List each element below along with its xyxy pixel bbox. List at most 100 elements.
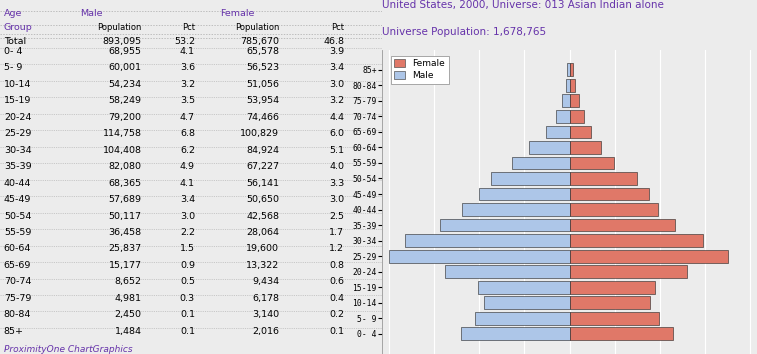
Text: 3.2: 3.2 (180, 80, 195, 89)
Text: 0.6: 0.6 (329, 278, 344, 286)
Bar (570, 281, 655, 293)
Bar (461, 327, 570, 340)
Bar (570, 156, 614, 169)
Text: 67,227: 67,227 (246, 162, 279, 171)
Bar (570, 110, 584, 123)
Text: 35-39: 35-39 (4, 162, 32, 171)
Text: 28,064: 28,064 (246, 228, 279, 237)
Text: 4.1: 4.1 (180, 178, 195, 188)
Bar (565, 79, 570, 92)
Bar (570, 203, 658, 216)
Text: 56,523: 56,523 (246, 63, 279, 72)
Text: 4.0: 4.0 (329, 162, 344, 171)
Text: 15-19: 15-19 (4, 96, 31, 105)
Text: 0.3: 0.3 (180, 294, 195, 303)
Text: 893,095: 893,095 (102, 37, 142, 46)
Text: Total: Total (4, 37, 26, 46)
Text: 114,758: 114,758 (102, 129, 142, 138)
Text: 53,954: 53,954 (246, 96, 279, 105)
Text: 0.1: 0.1 (329, 327, 344, 336)
Text: 0- 4: 0- 4 (4, 47, 22, 56)
Bar (570, 172, 637, 185)
Text: 15,177: 15,177 (108, 261, 142, 270)
Bar (570, 63, 573, 76)
Text: 8,652: 8,652 (114, 278, 142, 286)
Text: 2,016: 2,016 (252, 327, 279, 336)
Text: 13,322: 13,322 (246, 261, 279, 270)
Bar (484, 296, 570, 309)
Text: 3.3: 3.3 (329, 178, 344, 188)
Bar (556, 110, 570, 123)
Text: 50-54: 50-54 (4, 212, 31, 221)
Text: 74,466: 74,466 (246, 113, 279, 122)
Text: 82,080: 82,080 (108, 162, 142, 171)
Text: 42,568: 42,568 (246, 212, 279, 221)
Text: 0.4: 0.4 (329, 294, 344, 303)
Text: 3.0: 3.0 (329, 195, 344, 204)
Bar (570, 312, 659, 325)
Text: Universe Population: 1,678,765: Universe Population: 1,678,765 (382, 27, 547, 37)
Bar (570, 265, 687, 278)
Bar (570, 188, 650, 200)
Bar (570, 327, 673, 340)
Text: 53.2: 53.2 (174, 37, 195, 46)
Text: 75-79: 75-79 (4, 294, 31, 303)
Text: 54,234: 54,234 (108, 80, 142, 89)
Text: Pct: Pct (182, 23, 195, 32)
Text: Male: Male (80, 9, 103, 18)
Text: 3.6: 3.6 (180, 63, 195, 72)
Text: 0.1: 0.1 (180, 310, 195, 319)
Text: Age: Age (4, 9, 22, 18)
Bar (475, 312, 570, 325)
Bar (512, 156, 570, 169)
Text: 0.2: 0.2 (329, 310, 344, 319)
Text: 4.9: 4.9 (180, 162, 195, 171)
Bar (570, 296, 650, 309)
Bar (462, 203, 570, 216)
Text: 68,365: 68,365 (108, 178, 142, 188)
Text: 79,200: 79,200 (108, 113, 142, 122)
Text: Population: Population (97, 23, 142, 32)
Bar (389, 250, 570, 263)
Text: 1.7: 1.7 (329, 228, 344, 237)
Text: 5.1: 5.1 (329, 145, 344, 155)
Text: Population: Population (235, 23, 279, 32)
Bar (546, 126, 570, 138)
Bar (478, 281, 570, 293)
Text: 5- 9: 5- 9 (4, 63, 22, 72)
Text: 68,955: 68,955 (108, 47, 142, 56)
Bar (405, 234, 570, 247)
Text: ProximityOne ChartGraphics: ProximityOne ChartGraphics (4, 345, 132, 354)
Text: 0.1: 0.1 (180, 327, 195, 336)
Text: 70-74: 70-74 (4, 278, 31, 286)
Text: 3.9: 3.9 (329, 47, 344, 56)
Text: 9,434: 9,434 (252, 278, 279, 286)
Text: 60,001: 60,001 (108, 63, 142, 72)
Bar (570, 234, 703, 247)
Text: 3.4: 3.4 (180, 195, 195, 204)
Text: 2.2: 2.2 (180, 228, 195, 237)
Text: 3.0: 3.0 (180, 212, 195, 221)
Text: 100,829: 100,829 (240, 129, 279, 138)
Bar (567, 63, 570, 76)
Text: 55-59: 55-59 (4, 228, 31, 237)
Bar (479, 188, 570, 200)
Text: 36,458: 36,458 (108, 228, 142, 237)
Text: 50,117: 50,117 (108, 212, 142, 221)
Bar (570, 250, 728, 263)
Text: 3,140: 3,140 (252, 310, 279, 319)
Text: 2,450: 2,450 (114, 310, 142, 319)
Bar (529, 141, 570, 154)
Text: Group: Group (4, 23, 33, 32)
Text: 65,578: 65,578 (246, 47, 279, 56)
Text: 51,056: 51,056 (246, 80, 279, 89)
Text: 0.8: 0.8 (329, 261, 344, 270)
Text: 0.9: 0.9 (180, 261, 195, 270)
Text: 30-34: 30-34 (4, 145, 32, 155)
Legend: Female, Male: Female, Male (391, 56, 449, 84)
Text: 6.2: 6.2 (180, 145, 195, 155)
Text: 4.1: 4.1 (180, 47, 195, 56)
Text: 84,924: 84,924 (246, 145, 279, 155)
Text: 3.0: 3.0 (329, 80, 344, 89)
Text: 60-64: 60-64 (4, 245, 31, 253)
